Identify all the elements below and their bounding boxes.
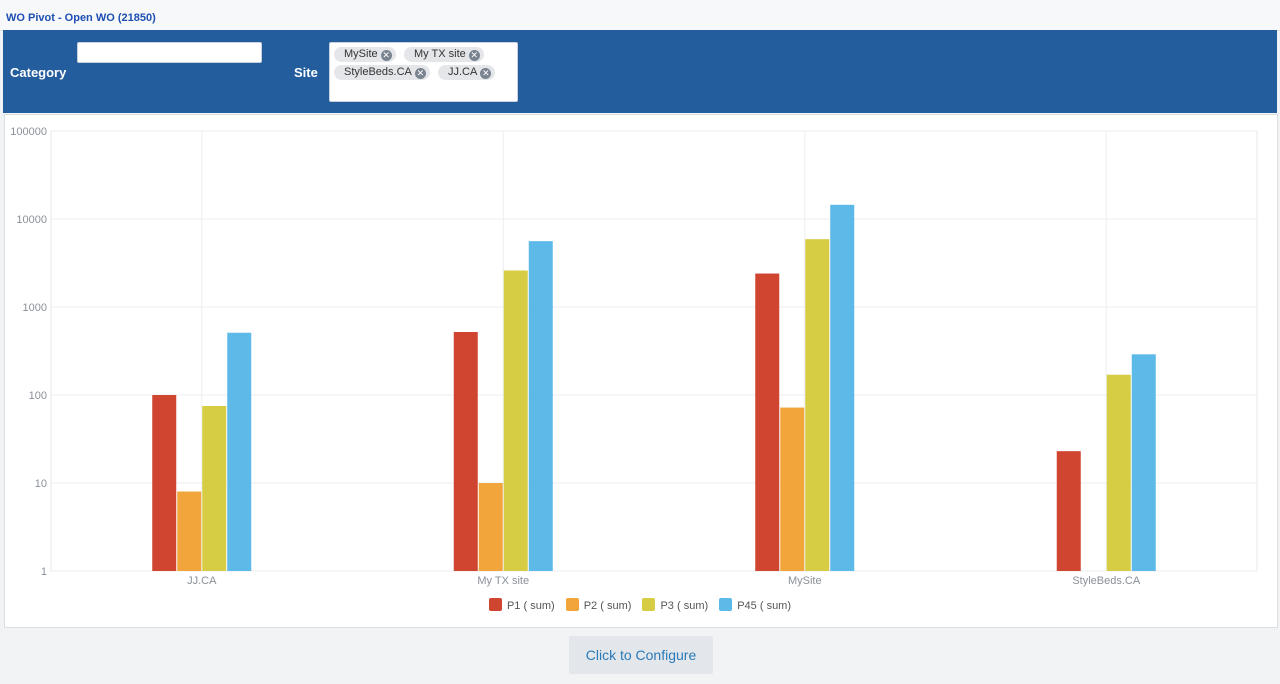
legend-swatch — [565, 598, 579, 611]
bar-chart: 1 10 100 1000 10000 100000 JJ.CA My TX site MySi… — [10, 126, 1258, 587]
site-tag-label: StyleBeds.CA — [344, 66, 412, 78]
bar — [453, 331, 478, 571]
x-tick-label: JJ.CA — [187, 575, 217, 587]
legend-label: P1 ( sum) — [506, 600, 555, 612]
site-multiselect[interactable]: MySite ✕ My TX site ✕ StyleBeds.CA ✕ JJ.CA ✕ — [329, 42, 518, 102]
legend-item[interactable]: P45 ( sum) — [719, 598, 791, 612]
site-label: Site — [294, 65, 318, 80]
close-circle-icon[interactable]: ✕ — [380, 50, 392, 61]
bar — [528, 241, 553, 571]
legend-item[interactable]: P1 ( sum) — [488, 598, 555, 612]
bar — [1056, 451, 1081, 571]
configure-button[interactable]: Click to Configure — [569, 636, 713, 674]
site-tag-my-tx-site: My TX site ✕ — [404, 47, 484, 62]
site-tag-label: MySite — [344, 48, 378, 60]
bar — [1131, 354, 1156, 571]
x-tick-label: MySite — [788, 575, 822, 587]
y-tick-label: 10 — [35, 478, 47, 490]
bar — [202, 405, 227, 571]
bar — [830, 204, 855, 571]
category-label: Category — [10, 65, 67, 80]
bar — [1106, 374, 1131, 571]
legend-item[interactable]: P2 ( sum) — [565, 598, 632, 612]
legend-swatch — [719, 598, 733, 611]
legend-label: P2 ( sum) — [583, 600, 632, 612]
y-tick-label: 100 — [29, 390, 47, 402]
y-tick-label: 100000 — [10, 126, 47, 138]
chart-panel: 1 10 100 1000 10000 100000 JJ.CA My TX site MySi… — [4, 114, 1278, 628]
x-tick-label: StyleBeds.CA — [1072, 575, 1141, 587]
legend-swatch — [488, 598, 502, 611]
bar — [227, 332, 252, 571]
bar — [478, 483, 503, 571]
category-input[interactable] — [77, 42, 262, 63]
site-tag-jj-ca: JJ.CA ✕ — [438, 65, 496, 80]
y-tick-label: 10000 — [16, 214, 47, 226]
close-circle-icon[interactable]: ✕ — [414, 68, 426, 79]
legend-swatch — [642, 598, 656, 611]
y-tick-label: 1000 — [23, 302, 47, 314]
site-tag-mysite: MySite ✕ — [334, 47, 396, 62]
chart-legend: P1 ( sum) P2 ( sum) P3 ( sum) P45 ( sum) — [0, 598, 1280, 618]
legend-label: P3 ( sum) — [660, 600, 709, 612]
bar — [152, 395, 177, 571]
bar — [755, 273, 780, 571]
legend-label: P45 ( sum) — [737, 600, 792, 612]
bar — [805, 239, 830, 571]
site-tag-stylebeds-ca: StyleBeds.CA ✕ — [334, 65, 430, 80]
close-circle-icon[interactable]: ✕ — [468, 50, 480, 61]
bar — [177, 491, 202, 571]
site-tag-label: My TX site — [414, 48, 466, 60]
y-tick-label: 1 — [41, 566, 47, 578]
site-tag-label: JJ.CA — [448, 66, 478, 78]
title-bar: WO Pivot - Open WO (21850) — [0, 0, 1280, 31]
page-title: WO Pivot - Open WO (21850) — [6, 12, 156, 24]
legend-item[interactable]: P3 ( sum) — [642, 598, 708, 612]
x-tick-label: My TX site — [477, 575, 529, 587]
filter-bar: Category Site MySite ✕ My TX site ✕ StyleB… — [3, 30, 1277, 113]
close-circle-icon[interactable]: ✕ — [480, 68, 492, 79]
bar — [780, 407, 805, 571]
bar — [503, 270, 528, 571]
